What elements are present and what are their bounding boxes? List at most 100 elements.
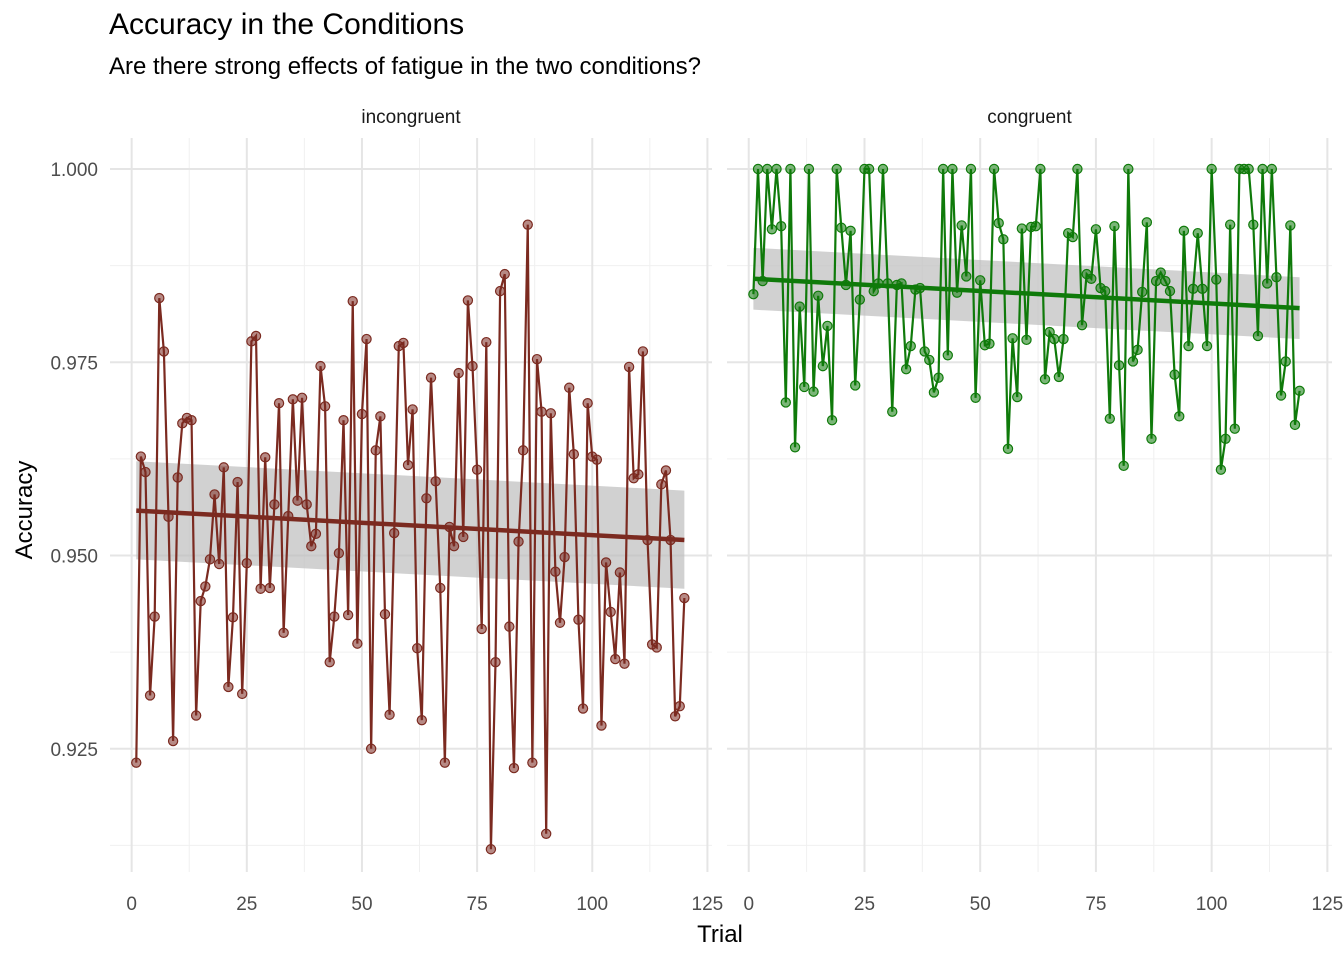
data-point — [656, 479, 667, 490]
data-point — [1248, 219, 1259, 230]
data-point — [965, 163, 977, 175]
data-point — [421, 493, 432, 504]
data-point — [1174, 411, 1185, 422]
data-point — [135, 451, 147, 462]
y-tick-label: 0.975 — [50, 353, 98, 374]
data-point — [623, 361, 635, 373]
data-point — [766, 224, 778, 235]
data-point — [928, 387, 940, 398]
data-point — [762, 163, 773, 175]
data-point — [186, 415, 197, 426]
y-tick-label: 1.000 — [50, 160, 98, 181]
chart-title: Accuracy in the Conditions — [109, 8, 465, 41]
data-point — [513, 536, 524, 547]
data-point — [352, 638, 363, 649]
data-point — [1141, 217, 1153, 228]
data-point — [1146, 433, 1157, 444]
data-point — [568, 449, 580, 460]
data-point — [278, 627, 289, 639]
data-point — [1206, 163, 1217, 175]
data-point — [448, 541, 460, 552]
data-point — [476, 623, 487, 635]
data-point — [1211, 274, 1222, 285]
data-point — [131, 757, 142, 768]
data-point — [269, 499, 280, 510]
data-point — [388, 527, 400, 539]
data-point — [504, 621, 515, 632]
data-point — [1197, 283, 1208, 295]
data-point — [287, 394, 299, 405]
data-point — [356, 408, 368, 420]
data-point — [1058, 333, 1069, 345]
data-point — [785, 163, 796, 175]
data-point — [365, 743, 377, 754]
chart-subtitle: Are there strong effects of fatigue in t… — [109, 53, 701, 80]
data-point — [559, 551, 570, 563]
facet-strip-label: incongruent — [361, 107, 461, 128]
data-point — [209, 489, 220, 500]
data-point — [812, 290, 824, 301]
data-point — [550, 566, 561, 577]
data-point — [596, 720, 607, 731]
y-tick-label: 0.950 — [50, 547, 98, 568]
data-point — [190, 710, 202, 721]
data-point — [329, 611, 340, 622]
data-point — [1030, 221, 1041, 232]
data-point — [600, 557, 612, 568]
data-point — [347, 295, 358, 307]
data-point — [540, 828, 552, 839]
data-point — [836, 222, 847, 233]
data-point — [522, 219, 533, 230]
x-tick-label: 0 — [126, 894, 137, 915]
data-point — [319, 401, 331, 412]
data-point — [822, 320, 833, 332]
data-point — [970, 392, 981, 404]
data-point — [342, 609, 354, 621]
data-point — [218, 462, 229, 473]
data-point — [1187, 283, 1199, 295]
data-point — [937, 163, 949, 175]
data-point — [416, 714, 428, 726]
data-point — [1215, 464, 1227, 475]
data-point — [877, 163, 889, 175]
data-point — [1118, 460, 1129, 472]
data-point — [1137, 286, 1148, 298]
data-point — [1076, 319, 1088, 331]
data-point — [679, 592, 690, 604]
data-point — [338, 415, 349, 426]
data-point — [1201, 340, 1213, 352]
data-point — [1164, 285, 1176, 297]
data-point — [808, 386, 819, 397]
data-point — [1104, 413, 1116, 424]
data-point — [1123, 163, 1134, 175]
data-point — [223, 681, 234, 693]
data-point — [799, 381, 810, 393]
data-point — [402, 459, 414, 471]
data-point — [273, 398, 285, 409]
data-point — [499, 268, 510, 280]
data-point — [1178, 225, 1190, 237]
data-point — [361, 333, 372, 345]
data-point — [471, 464, 483, 475]
data-point — [577, 703, 589, 714]
data-point — [494, 285, 506, 297]
data-point — [250, 330, 262, 342]
data-point — [826, 415, 838, 426]
y-tick-label: 0.925 — [50, 740, 98, 761]
data-point — [956, 220, 967, 231]
data-point — [1252, 330, 1264, 342]
data-point — [817, 360, 829, 372]
data-point — [564, 382, 575, 393]
data-point — [591, 454, 603, 465]
data-point — [315, 360, 326, 372]
facet-strip-label: congruent — [987, 107, 1072, 128]
data-point — [988, 163, 1000, 175]
data-point — [333, 547, 345, 559]
data-point — [1220, 433, 1231, 444]
data-point — [370, 445, 381, 456]
data-point — [384, 709, 395, 720]
data-point — [1053, 371, 1065, 383]
data-point — [1007, 333, 1018, 344]
data-point — [310, 528, 322, 540]
x-tick-label: 50 — [351, 894, 372, 915]
